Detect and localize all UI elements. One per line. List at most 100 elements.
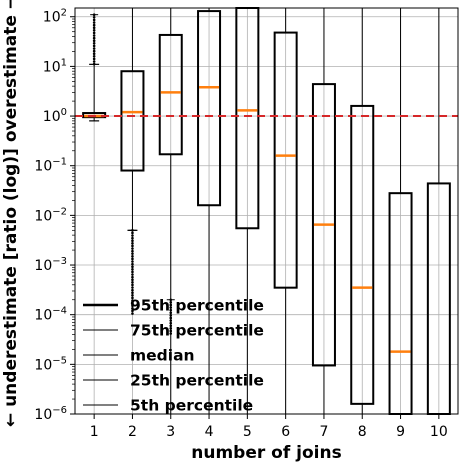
outlier-point <box>131 244 134 248</box>
outlier-point <box>131 252 134 256</box>
outlier-point <box>169 332 173 335</box>
outlier-point <box>131 296 134 300</box>
x-tick-label: 3 <box>166 424 175 440</box>
y-tick-exponent: −6 <box>52 405 67 416</box>
legend-label: median <box>130 347 195 365</box>
outlier-point <box>169 314 173 317</box>
y-tick-base: 10 <box>34 407 52 423</box>
outlier-point <box>131 239 134 243</box>
y-axis-title: ← underestimate [ratio (log)] overestima… <box>1 0 21 427</box>
outlier-point <box>92 31 96 35</box>
outlier-point <box>92 28 96 32</box>
legend-label: 95th percentile <box>130 297 264 315</box>
outlier-point <box>131 299 134 302</box>
y-tick-label: 10−5 <box>34 355 67 373</box>
outlier-point <box>92 44 96 48</box>
y-tick-label: 10−6 <box>34 405 67 423</box>
y-tick-exponent: −5 <box>52 355 67 366</box>
y-tick-exponent: −4 <box>52 306 67 317</box>
x-axis-title: number of joins <box>191 443 341 463</box>
y-tick-label: 101 <box>43 57 67 75</box>
y-tick-label: 10−4 <box>34 306 67 324</box>
x-tick-label: 8 <box>358 424 367 440</box>
outlier-point <box>92 62 96 66</box>
outlier-point <box>169 324 173 328</box>
y-tick-label: 100 <box>43 107 67 125</box>
x-axis-ticks: 1 2 3 4 5 6 7 8 9 10 <box>90 414 448 440</box>
outlier-point <box>131 278 134 282</box>
outlier-point <box>92 57 96 61</box>
outlier-point <box>92 34 96 37</box>
legend-label: 5th percentile <box>130 397 253 415</box>
box-iqr <box>197 10 222 207</box>
outlier-point <box>169 329 173 333</box>
y-tick-exponent: 0 <box>61 107 67 118</box>
x-tick-label: 10 <box>430 424 448 440</box>
box-iqr <box>120 70 145 172</box>
outlier-point <box>169 321 173 325</box>
whiskers <box>89 8 440 414</box>
y-tick-exponent: 2 <box>61 8 67 19</box>
outlier-point <box>131 262 134 266</box>
y-tick-base: 10 <box>34 308 52 324</box>
box-iqr <box>311 83 336 367</box>
y-tick-base: 10 <box>34 159 52 175</box>
outlier-point <box>131 255 134 258</box>
outlier-point <box>92 39 96 42</box>
legend-label: 25th percentile <box>130 372 264 390</box>
outlier-point <box>92 52 96 55</box>
outliers <box>90 13 175 335</box>
outlier-point <box>169 327 173 330</box>
outlier-point <box>92 60 96 63</box>
outlier-point <box>131 242 134 245</box>
outlier-point <box>131 309 134 313</box>
plot-frame <box>74 7 459 415</box>
outlier-point <box>92 15 96 19</box>
outlier-point <box>131 247 134 250</box>
outlier-point <box>131 236 134 240</box>
outlier-point <box>92 18 96 22</box>
outlier-point <box>131 257 134 261</box>
outlier-point <box>169 301 173 304</box>
y-tick-exponent: −1 <box>52 157 67 168</box>
outlier-point <box>92 21 96 24</box>
outlier-point <box>131 281 134 284</box>
outlier-point <box>131 273 134 276</box>
outlier-point <box>131 275 134 279</box>
y-tick-base: 10 <box>43 59 61 75</box>
outlier-point <box>131 286 134 289</box>
outlier-point <box>131 265 134 269</box>
y-tick-label: 102 <box>43 8 67 26</box>
y-tick-base: 10 <box>34 208 52 224</box>
outlier-point <box>131 304 134 308</box>
outlier-point <box>131 288 134 292</box>
y-tick-base: 10 <box>34 258 52 274</box>
y-tick-exponent: −2 <box>52 206 67 217</box>
outlier-point <box>169 306 173 309</box>
outlier-point <box>131 312 134 315</box>
outlier-point <box>92 49 96 53</box>
y-tick-label: 10−1 <box>34 157 67 175</box>
legend-label: 75th percentile <box>130 322 264 340</box>
x-tick-label: 4 <box>205 424 214 440</box>
outlier-point <box>92 26 96 29</box>
y-tick-base: 10 <box>43 109 61 125</box>
legend: 95th percentile 75th percentile median 25th… <box>83 297 264 415</box>
medians <box>84 86 411 353</box>
box-iqr <box>273 31 298 289</box>
outlier-point <box>131 283 134 287</box>
x-tick-label: 5 <box>243 424 252 440</box>
outlier-point <box>92 54 96 58</box>
x-tick-label: 6 <box>281 424 290 440</box>
outlier-point <box>92 36 96 40</box>
outlier-point <box>131 270 134 274</box>
box-iqr <box>158 33 183 156</box>
outlier-point <box>169 308 173 312</box>
x-tick-label: 1 <box>90 424 99 440</box>
outlier-point <box>131 249 134 253</box>
outlier-point <box>92 47 96 50</box>
outlier-point <box>131 294 134 297</box>
outlier-point <box>131 301 134 305</box>
x-tick-label: 2 <box>128 424 137 440</box>
